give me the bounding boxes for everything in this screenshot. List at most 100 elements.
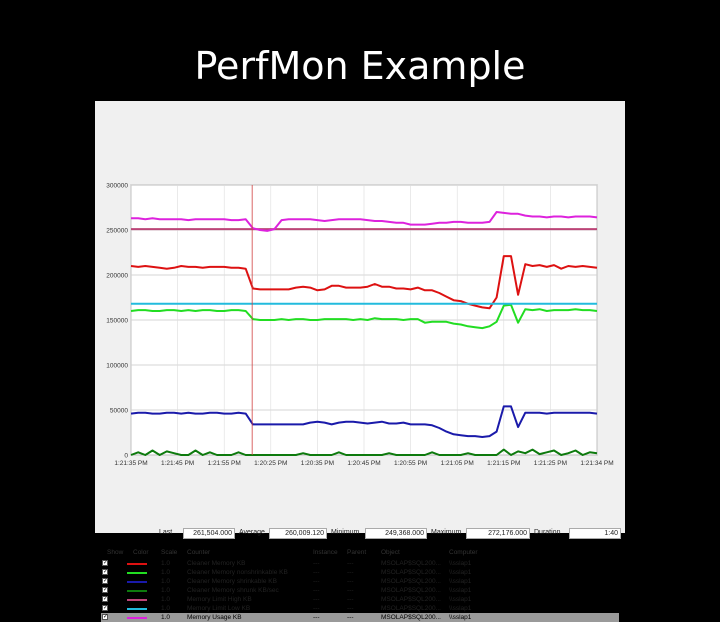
show-checkbox[interactable]: ✓ (102, 560, 109, 566)
scale-cell: 1.0 (161, 560, 171, 567)
computer-cell: \\sslap1 (449, 614, 472, 621)
computer-cell: \\sslap1 (449, 578, 472, 585)
series-line (130, 405, 598, 438)
counter-name: Cleaner Memory shrinkable KB (187, 578, 277, 585)
scale-cell: 1.0 (161, 587, 171, 594)
color-swatch (127, 590, 147, 592)
series-line (131, 211, 598, 232)
x-tick-label: 1:21:15 PM (487, 460, 520, 467)
instance-cell: --- (313, 587, 320, 594)
y-tick-label: 100000 (106, 363, 128, 370)
computer-cell: \\sslap1 (449, 596, 472, 603)
slide-title: PerfMon Example (194, 44, 526, 88)
counter-row[interactable]: ✓ 1.0 Memory Limit Low KB --- --- MSOLAP$SQL2… (101, 604, 619, 613)
scale-cell: 1.0 (161, 569, 171, 576)
instance-cell: --- (313, 569, 320, 576)
duration-value: 1:40 (569, 528, 621, 539)
object-cell: MSOLAP$SQL200... (381, 587, 441, 594)
perfmon-window: 300000 250000 200000 150000 100000 50000 0 1:21… (95, 101, 625, 622)
object-cell: MSOLAP$SQL200... (381, 569, 441, 576)
counter-table-header: Show Color Scale Counter Instance Parent… (101, 548, 619, 558)
header-counter[interactable]: Counter (187, 549, 211, 556)
scale-cell: 1.0 (161, 605, 171, 612)
instance-cell: --- (313, 560, 320, 567)
computer-cell: \\sslap1 (449, 605, 472, 612)
y-tick-label: 50000 (110, 408, 128, 415)
object-cell: MSOLAP$SQL200... (381, 596, 441, 603)
parent-cell: --- (347, 605, 354, 612)
show-checkbox[interactable]: ✓ (102, 605, 109, 611)
last-value: 261,504.000 (183, 528, 235, 539)
maximum-label: Maximum (431, 529, 462, 536)
counter-row[interactable]: ✓ 1.0 Cleaner Memory nonshrinkable KB --- --… (101, 568, 619, 577)
object-cell: MSOLAP$SQL200... (381, 560, 441, 567)
show-checkbox[interactable]: ✓ (102, 614, 109, 620)
duration-label: Duration (534, 529, 561, 536)
counter-row[interactable]: ✓ 1.0 Memory Limit High KB --- --- MSOLAP$SQL… (101, 595, 619, 604)
color-swatch (127, 599, 147, 601)
counter-name: Cleaner Memory KB (187, 560, 246, 567)
show-checkbox[interactable]: ✓ (102, 578, 109, 584)
color-swatch (127, 563, 147, 565)
header-color[interactable]: Color (133, 549, 149, 556)
computer-cell: \\sslap1 (449, 587, 472, 594)
header-show[interactable]: Show (107, 549, 124, 556)
line-chart[interactable]: 3000002500002000001500001000005000001:21… (95, 101, 625, 526)
header-parent[interactable]: Parent (347, 549, 367, 556)
header-computer[interactable]: Computer (449, 549, 478, 556)
show-checkbox[interactable]: ✓ (102, 596, 109, 602)
y-tick-label: 200000 (106, 273, 128, 280)
x-tick-label: 1:21:55 PM (208, 460, 241, 467)
x-tick-label: 1:21:25 PM (534, 460, 567, 467)
series-line (130, 255, 598, 310)
counter-name: Memory Limit High KB (187, 596, 252, 603)
show-checkbox[interactable]: ✓ (102, 569, 109, 575)
show-checkbox[interactable]: ✓ (102, 587, 109, 593)
parent-cell: --- (347, 596, 354, 603)
y-tick-label: 150000 (106, 318, 128, 325)
stats-bar: Last 261,504.000 Average 260,009.120 Min… (155, 528, 625, 540)
scale-cell: 1.0 (161, 578, 171, 585)
average-label: Average (239, 529, 265, 536)
minimum-value: 249,368.000 (365, 528, 427, 539)
color-swatch (127, 617, 147, 619)
series-line (130, 448, 598, 456)
y-tick-label: 300000 (106, 183, 128, 190)
scale-cell: 1.0 (161, 596, 171, 603)
counter-row[interactable]: ✓ 1.0 Cleaner Memory KB --- --- MSOLAP$SQL200… (101, 559, 619, 568)
counter-row[interactable]: ✓ 1.0 Memory Usage KB --- --- MSOLAP$SQL200..… (101, 613, 619, 622)
computer-cell: \\sslap1 (449, 560, 472, 567)
counter-name: Memory Limit Low KB (187, 605, 251, 612)
color-swatch (127, 581, 147, 583)
object-cell: MSOLAP$SQL200... (381, 605, 441, 612)
header-instance[interactable]: Instance (313, 549, 338, 556)
parent-cell: --- (347, 587, 354, 594)
series-line (130, 303, 598, 330)
x-tick-label: 1:21:34 PM (580, 460, 613, 467)
header-scale[interactable]: Scale (161, 549, 178, 556)
last-label: Last (159, 529, 173, 536)
instance-cell: --- (313, 605, 320, 612)
x-tick-label: 1:21:05 PM (441, 460, 474, 467)
instance-cell: --- (313, 578, 320, 585)
counter-name: Cleaner Memory nonshrinkable KB (187, 569, 288, 576)
x-tick-label: 1:21:45 PM (161, 460, 194, 467)
maximum-value: 272,176.000 (466, 528, 530, 539)
color-swatch (127, 572, 147, 574)
parent-cell: --- (347, 569, 354, 576)
x-tick-label: 1:21:35 PM (114, 460, 147, 467)
average-value: 260,009.120 (269, 528, 327, 539)
y-tick-label: 0 (124, 453, 128, 460)
x-tick-label: 1:20:25 PM (254, 460, 287, 467)
instance-cell: --- (313, 614, 320, 621)
header-object[interactable]: Object (381, 549, 400, 556)
parent-cell: --- (347, 578, 354, 585)
counter-row[interactable]: ✓ 1.0 Cleaner Memory shrunk KB/sec --- --- MS… (101, 586, 619, 595)
counter-name: Cleaner Memory shrunk KB/sec (187, 587, 279, 594)
object-cell: MSOLAP$SQL200... (381, 578, 441, 585)
counter-row[interactable]: ✓ 1.0 Cleaner Memory shrinkable KB --- --- MS… (101, 577, 619, 586)
instance-cell: --- (313, 596, 320, 603)
counter-name: Memory Usage KB (187, 614, 242, 621)
y-tick-label: 250000 (106, 228, 128, 235)
parent-cell: --- (347, 560, 354, 567)
